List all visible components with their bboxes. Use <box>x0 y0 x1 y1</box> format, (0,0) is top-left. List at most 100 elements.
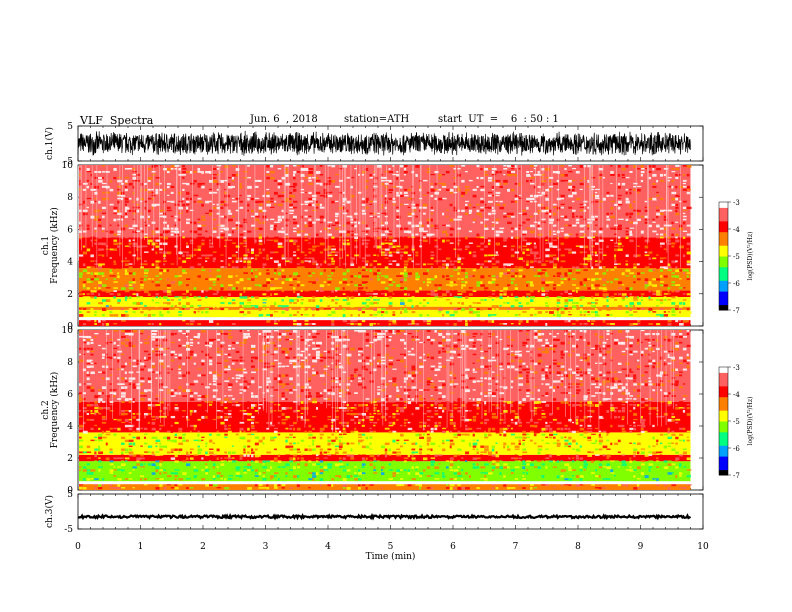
ch1-spectrogram-cell <box>293 263 296 266</box>
ch1-spectrogram-cell <box>132 308 138 310</box>
ch1-spectrogram-cell <box>262 242 266 246</box>
ch1-spectrogram-cell <box>312 308 315 311</box>
ch1-spectrogram-cell <box>564 236 569 239</box>
ch1-spectrogram-cell <box>380 293 385 295</box>
ch1-spectrogram-cell <box>384 200 388 204</box>
ch2-spectrogram-cell <box>602 472 607 476</box>
ch1-spectrogram-cell <box>549 230 552 234</box>
ch1-spectrogram-cell <box>170 299 174 301</box>
ch1-spectrogram-cell <box>174 314 178 316</box>
ch1-spectrogram-cell <box>587 287 592 290</box>
ch1-spectrogram-cell <box>101 191 106 194</box>
ch1-spectrogram-cell <box>212 188 217 191</box>
ch1-spectrogram-cell <box>354 323 359 325</box>
ch1-spectrogram-cell <box>495 272 499 276</box>
ch1-spectrogram-cell <box>640 173 643 177</box>
ch1-spectrogram-cell <box>300 308 306 310</box>
ch1-spectrogram-cell <box>617 287 622 290</box>
ch1-spectrogram-cell <box>354 167 357 170</box>
ch1-spectrogram-colorbar-step <box>719 307 728 311</box>
ch2-spectrogram-cell <box>117 484 121 487</box>
ch1-spectrogram-cell <box>327 314 332 317</box>
ch1-spectrogram-cell <box>308 293 313 295</box>
ch1-spectrogram-cell <box>594 284 600 287</box>
ch1-spectrogram-cell <box>243 218 247 222</box>
ch1-spectrogram-cell <box>235 245 240 248</box>
ch1-spectrogram-cell <box>564 200 568 203</box>
ch1-spectrogram-cell <box>598 170 602 173</box>
ch1-spectrogram-cell <box>197 224 202 228</box>
ch1-spectrogram-cell <box>648 245 652 247</box>
ch1-spectrogram-cell <box>254 218 260 222</box>
ch1-spectrogram-cell <box>308 203 312 207</box>
ch1-spectrogram-cell <box>686 191 691 195</box>
ch1-spectrogram-cell <box>335 287 340 290</box>
ch1-spectrogram-cell <box>151 269 156 271</box>
ch1-spectrogram-cell <box>434 263 439 266</box>
ch1-spectrogram-cell <box>243 170 248 173</box>
ch1-spectrogram-cell <box>335 290 338 292</box>
ch1-spectrogram-cell <box>285 236 289 238</box>
ch1-spectrogram-cell <box>518 314 521 316</box>
ch1-spectrogram-cell <box>514 173 517 177</box>
ch1-spectrogram-cell <box>480 308 484 311</box>
ch2-spectrogram-cell <box>594 469 598 472</box>
ch1-spectrogram-cell <box>174 224 177 227</box>
ch1-spectrogram-cell <box>449 200 453 203</box>
ch1-spectrogram-cell <box>572 254 575 257</box>
ch1-spectrogram-cell <box>445 209 449 212</box>
ch1-spectrogram-cell <box>480 236 485 239</box>
ch1-spectrogram-cell <box>357 323 362 326</box>
ch1-spectrogram-cell <box>101 254 105 257</box>
ch1-spectrogram-cell <box>514 275 517 278</box>
ch1-spectrogram-cell <box>186 263 190 266</box>
ch1-spectrogram-cell <box>461 224 464 228</box>
ch1-spectrogram-cell <box>445 215 449 218</box>
ch2-spectrogram-cell <box>117 478 122 481</box>
ch1-spectrogram-cell <box>220 218 226 222</box>
ch1-spectrogram-cell <box>468 287 474 289</box>
ch1-spectrogram-cell <box>625 212 629 216</box>
ch1-spectrogram-cell <box>495 185 500 188</box>
ch1-spectrogram-cell <box>369 194 372 197</box>
ch1-spectrogram-cell <box>201 215 206 218</box>
ch1-spectrogram-cell <box>254 269 258 271</box>
ch1-spectrogram-cell <box>293 257 298 259</box>
ch1-spectrogram-cell <box>369 200 373 203</box>
ch2-spectrogram-ytick-label: 2 <box>67 454 73 464</box>
ch1-spectrogram-cell <box>579 308 583 311</box>
ch1-spectrogram-cell <box>342 212 348 215</box>
ch1-spectrogram-cell <box>163 209 166 212</box>
ch1-spectrogram-cell <box>564 218 569 221</box>
ch1-spectrogram-cell <box>659 236 664 239</box>
ch1-spectrogram-cell <box>132 209 138 213</box>
ch1-spectrogram-cell <box>277 305 282 307</box>
ch1-spectrogram-cell <box>143 305 147 307</box>
ch1-spectrogram-cell <box>350 296 355 299</box>
ch1-spectrogram-cell <box>224 165 229 168</box>
ch1-spectrogram-cell <box>499 305 502 307</box>
ch1-spectrogram-cell <box>250 251 254 254</box>
ch1-spectrogram-colorbar-step <box>719 245 728 249</box>
ch1-spectrogram-cell <box>468 173 473 176</box>
ch1-spectrogram-cell <box>304 254 307 256</box>
ch1-spectrogram-cell <box>170 302 175 305</box>
ch1-spectrogram-cell <box>396 260 401 263</box>
ch1-spectrogram-cell <box>346 299 350 301</box>
ch1-spectrogram-cell <box>243 254 248 257</box>
ch1-spectrogram-cell <box>445 224 451 227</box>
ch1-spectrogram-cell <box>113 206 118 210</box>
ch1-spectrogram-cell <box>644 251 648 254</box>
ch1-spectrogram-cell <box>487 188 493 191</box>
ch1-spectrogram-cell <box>602 296 607 299</box>
ch1-spectrogram-cell <box>121 227 126 231</box>
ch1-spectrogram-cell <box>124 299 127 302</box>
ch1-spectrogram-cell <box>487 182 492 186</box>
ch1-spectrogram-cell <box>369 287 374 290</box>
ch2-spectrogram-cell <box>136 484 139 486</box>
ch1-spectrogram-cell <box>629 230 633 234</box>
ch1-spectrogram-cell <box>327 254 333 257</box>
ch1-spectrogram-cell <box>625 230 629 233</box>
ch1-spectrogram-cell <box>625 269 631 272</box>
ch1-spectrogram-cell <box>201 299 204 301</box>
